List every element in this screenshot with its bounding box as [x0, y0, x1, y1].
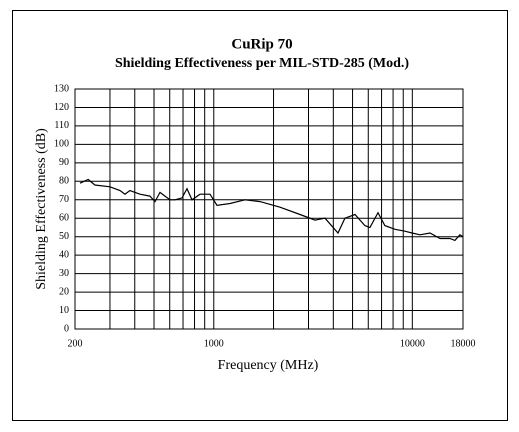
frame	[12, 10, 508, 421]
y-tick-label: 10	[59, 305, 69, 316]
chart-subtitle: Shielding Effectiveness per MIL-STD-285 …	[115, 56, 409, 71]
y-tick-label: 30	[59, 268, 69, 279]
x-axis-label: Frequency (MHz)	[218, 358, 319, 373]
y-tick-label: 80	[59, 176, 69, 187]
y-tick-label: 70	[59, 194, 69, 205]
x-tick-label: 1000	[204, 338, 224, 349]
x-tick-label: 200	[68, 338, 83, 349]
y-tick-label: 130	[54, 83, 69, 94]
y-tick-label: 40	[59, 249, 69, 260]
y-tick-label: 50	[59, 231, 69, 242]
x-tick-label: 18000	[451, 338, 476, 349]
y-tick-label: 20	[59, 286, 69, 297]
y-tick-label: 100	[54, 139, 69, 150]
plot-area	[74, 88, 464, 330]
x-tick-label: 10000	[400, 338, 425, 349]
y-tick-label: 0	[64, 323, 69, 334]
chart-title: CuRip 70	[231, 36, 292, 52]
y-axis-label: Shielding Effectiveness (dB)	[34, 128, 49, 290]
y-tick-label: 120	[54, 102, 69, 113]
y-tick-label: 110	[54, 120, 69, 131]
y-tick-label: 90	[59, 157, 69, 168]
y-tick-label: 60	[59, 213, 69, 224]
data-line	[79, 178, 464, 242]
